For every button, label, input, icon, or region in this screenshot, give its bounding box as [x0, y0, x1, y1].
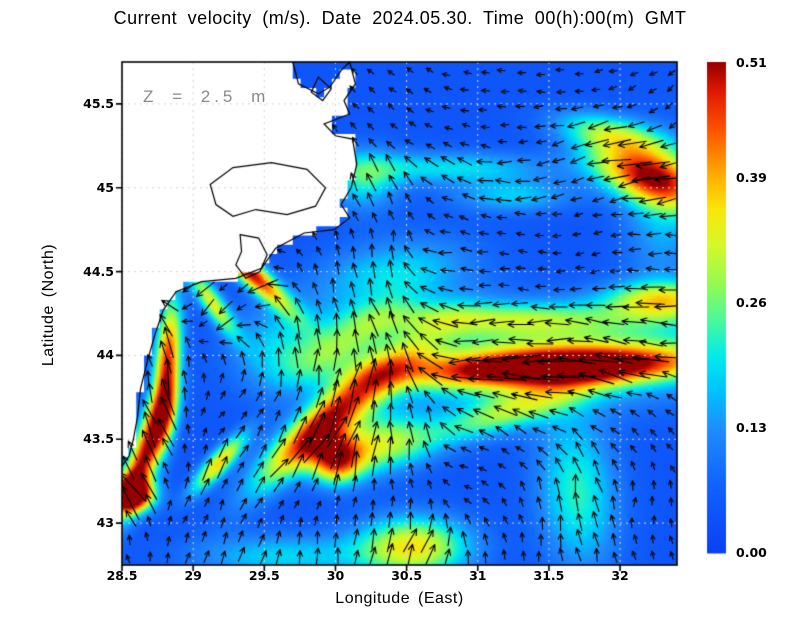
figure-title: Current velocity (m/s). Date 2024.05.30.… [113, 8, 687, 28]
y-tick-label-45: 45 [96, 179, 114, 195]
x-tick-label-30: 30 [326, 568, 345, 583]
y-axis-label: Latitude (North) [40, 243, 57, 367]
x-tick-label-28.5: 28.5 [106, 568, 138, 583]
y-tick-label-43.5: 43.5 [83, 431, 114, 447]
x-tick-label-30.5: 30.5 [391, 568, 423, 583]
x-tick-label-32: 32 [611, 568, 629, 583]
colorbar-tick-label-0.26: 0.26 [736, 295, 767, 311]
colorbar-tick-label-0.13: 0.13 [736, 420, 767, 436]
colorbar-tick-label-0.51: 0.51 [736, 55, 767, 70]
colorbar-tick-label-0.00: 0.00 [736, 545, 767, 560]
x-tick-label-31: 31 [469, 568, 487, 583]
x-tick-label-31.5: 31.5 [533, 568, 565, 583]
y-tick-label-44: 44 [96, 347, 114, 363]
x-tick-label-29.5: 29.5 [248, 568, 280, 583]
y-tick-label-45.5: 45.5 [83, 95, 114, 111]
x-tick-label-29: 29 [184, 568, 202, 583]
x-axis-label: Longitude (East) [335, 590, 464, 607]
depth-annotation: Z = 2.5 m [143, 87, 270, 106]
colorbar-tick-label-0.39: 0.39 [736, 170, 767, 186]
y-tick-label-43: 43 [96, 515, 114, 531]
y-tick-label-44.5: 44.5 [83, 263, 114, 279]
